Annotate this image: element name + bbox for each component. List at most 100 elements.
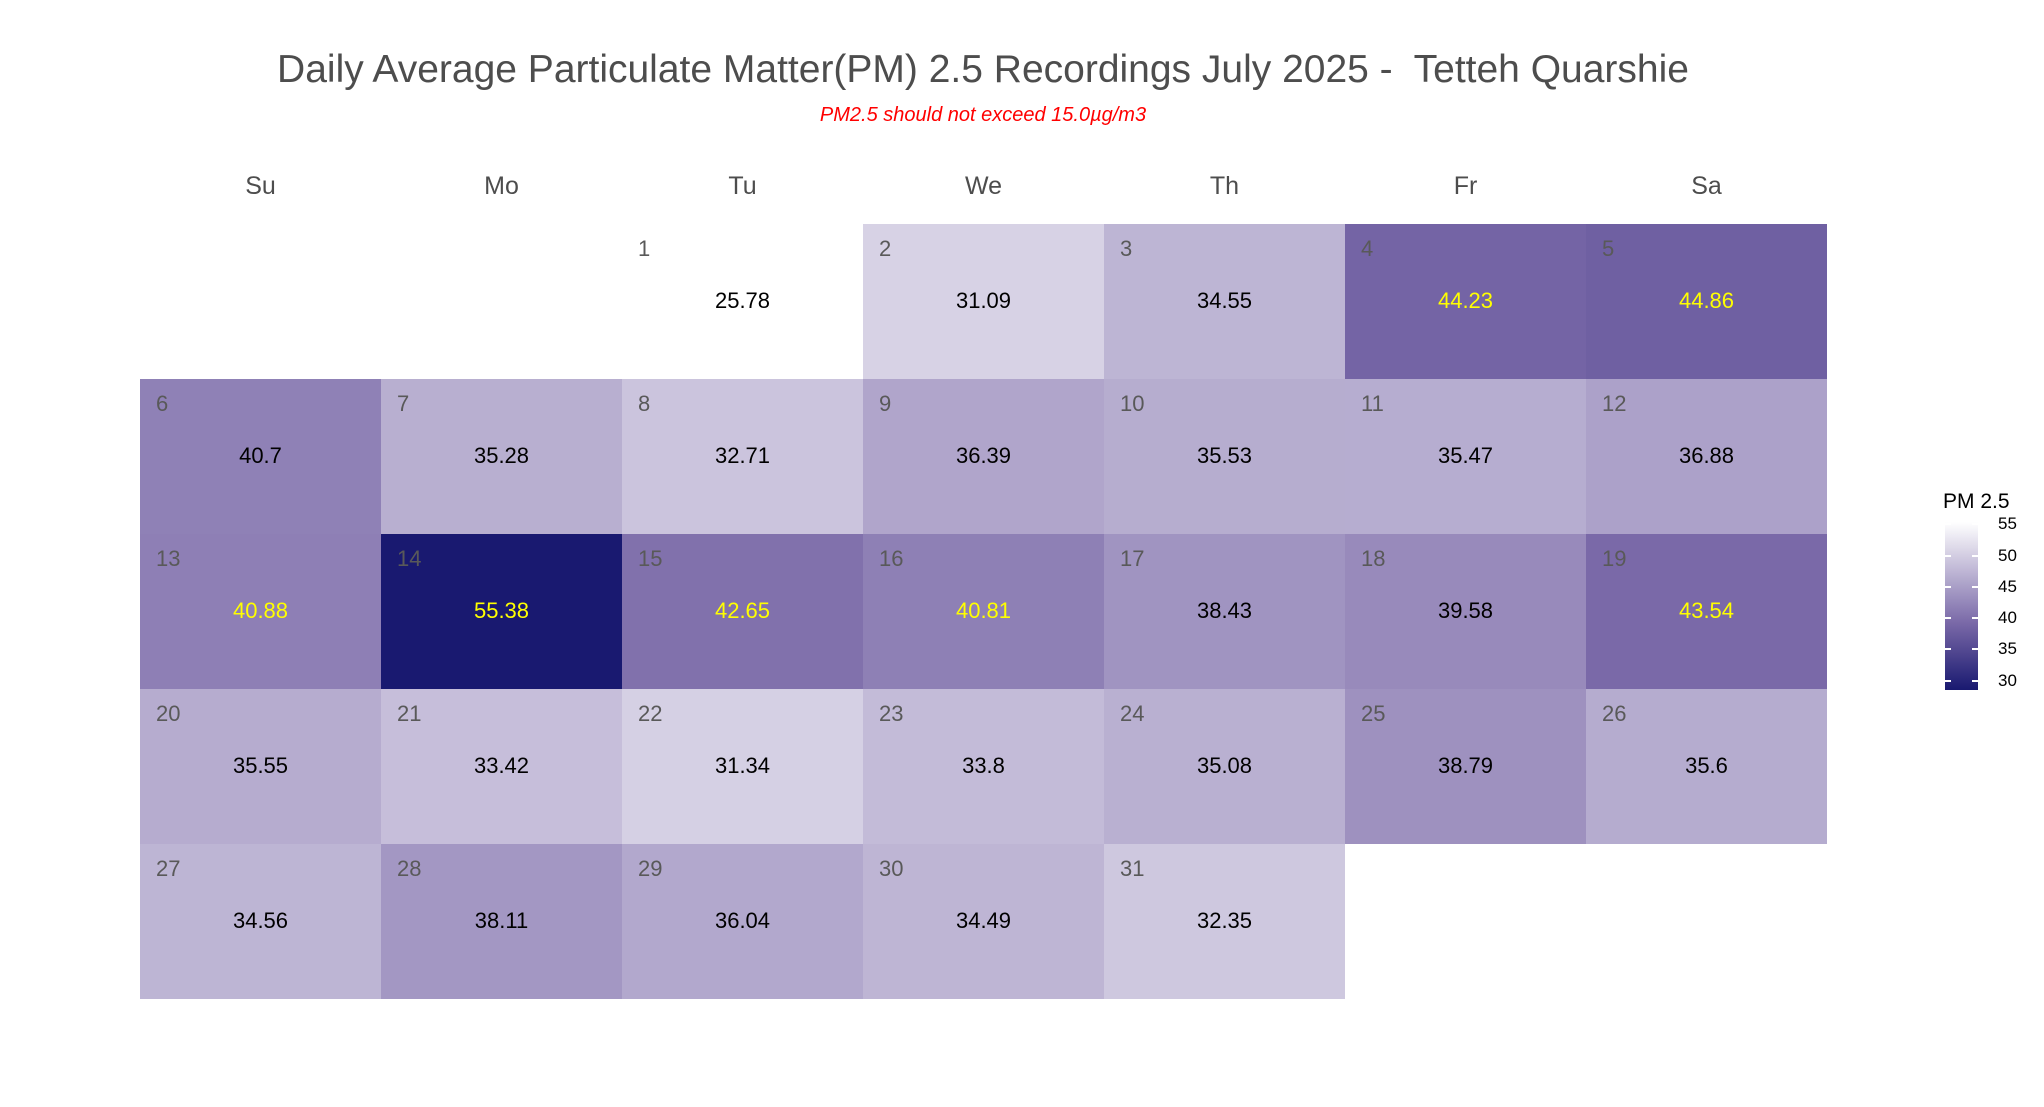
- day-cell: 26 35.6: [1586, 689, 1827, 844]
- day-cell: 16 40.81: [863, 534, 1104, 689]
- day-cell: 17 38.43: [1104, 534, 1345, 689]
- day-number: 2: [879, 236, 892, 261]
- day-cell: 27 34.56: [140, 844, 381, 999]
- day-value: 36.04: [714, 908, 771, 933]
- day-value: 34.49: [955, 908, 1012, 933]
- day-value: 34.56: [232, 908, 289, 933]
- day-value: 40.81: [955, 598, 1012, 623]
- day-number: 13: [156, 546, 181, 571]
- legend-tick-mark: [1945, 523, 1951, 526]
- day-cell: 14 55.38: [381, 534, 622, 689]
- day-number: 17: [1120, 546, 1145, 571]
- day-cell: 10 35.53: [1104, 379, 1345, 534]
- day-cell: 28 38.11: [381, 844, 622, 999]
- day-cell: 25 38.79: [1345, 689, 1586, 844]
- day-cell: 21 33.42: [381, 689, 622, 844]
- day-cell: 2 31.09: [863, 224, 1104, 379]
- legend-title: PM 2.5: [1943, 490, 2010, 513]
- day-value: 44.23: [1437, 288, 1494, 313]
- legend-tick-mark: [1945, 554, 1951, 557]
- day-cell: 1 25.78: [622, 224, 863, 379]
- day-number: 27: [156, 856, 181, 881]
- day-value: 33.42: [473, 753, 530, 778]
- legend-tick-label: 30: [1998, 670, 2017, 690]
- legend-tick-label: 35: [1998, 639, 2017, 659]
- day-cell: 31 32.35: [1104, 844, 1345, 999]
- day-number: 8: [638, 391, 651, 416]
- legend-tick-label: 45: [1998, 576, 2017, 596]
- day-number: 20: [156, 701, 181, 726]
- day-number: 4: [1361, 236, 1374, 261]
- day-number: 23: [879, 701, 904, 726]
- weekday-label: Fr: [1453, 172, 1478, 200]
- day-value: 25.78: [714, 288, 771, 313]
- day-value: 32.71: [714, 443, 771, 468]
- day-number: 19: [1602, 546, 1627, 571]
- day-number: 1: [638, 236, 651, 261]
- day-value: 43.54: [1678, 598, 1735, 623]
- day-number: 9: [879, 391, 892, 416]
- day-number: 30: [879, 856, 904, 881]
- day-number: 11: [1361, 391, 1384, 416]
- legend-tick-mark: [1945, 648, 1951, 651]
- legend-tick-label: 40: [1998, 608, 2017, 628]
- day-cell: 3 34.55: [1104, 224, 1345, 379]
- day-value: 35.55: [232, 753, 289, 778]
- day-cell: 19 43.54: [1586, 534, 1827, 689]
- day-value: 33.8: [962, 753, 1005, 778]
- weekday-label: Mo: [484, 172, 519, 200]
- day-value: 35.47: [1437, 443, 1494, 468]
- day-number: 3: [1120, 236, 1133, 261]
- day-number: 7: [397, 391, 410, 416]
- day-cell: 5 44.86: [1586, 224, 1827, 379]
- day-number: 24: [1120, 701, 1145, 726]
- day-cell: 12 36.88: [1586, 379, 1827, 534]
- day-value: 39.58: [1437, 598, 1494, 623]
- day-value: 36.39: [955, 443, 1012, 468]
- day-number: 15: [638, 546, 663, 571]
- day-cell: 20 35.55: [140, 689, 381, 844]
- day-number: 28: [397, 856, 422, 881]
- day-value: 35.28: [473, 443, 530, 468]
- day-cell: 8 32.71: [622, 379, 863, 534]
- legend-tick-mark: [1972, 523, 1978, 526]
- day-value: 35.08: [1196, 753, 1253, 778]
- legend: PM 2.5 55 50 45 40 35 30: [1943, 490, 2017, 690]
- legend-tick-mark: [1972, 679, 1978, 682]
- day-value: 40.88: [232, 598, 289, 623]
- day-value: 40.7: [239, 443, 282, 468]
- day-value: 32.35: [1196, 908, 1253, 933]
- day-number: 29: [638, 856, 663, 881]
- day-number: 16: [879, 546, 904, 571]
- chart-title: Daily Average Particulate Matter(PM) 2.5…: [277, 48, 1689, 91]
- day-cell: 15 42.65: [622, 534, 863, 689]
- day-cell: 29 36.04: [622, 844, 863, 999]
- day-cell: 18 39.58: [1345, 534, 1586, 689]
- day-value: 31.34: [714, 753, 771, 778]
- legend-tick-mark: [1972, 554, 1978, 557]
- day-number: 21: [397, 701, 422, 726]
- legend-tick-mark: [1972, 585, 1978, 588]
- day-value: 38.43: [1196, 598, 1253, 623]
- weekday-label: Sa: [1691, 172, 1722, 200]
- legend-tick-mark: [1945, 617, 1951, 620]
- day-value: 55.38: [473, 598, 530, 623]
- day-cell: 30 34.49: [863, 844, 1104, 999]
- day-value: 36.88: [1678, 443, 1735, 468]
- legend-tick-mark: [1972, 617, 1978, 620]
- day-value: 42.65: [714, 598, 771, 623]
- day-cell: 24 35.08: [1104, 689, 1345, 844]
- day-value: 35.53: [1196, 443, 1253, 468]
- day-number: 14: [397, 546, 422, 571]
- day-number: 31: [1120, 856, 1145, 881]
- legend-tick-mark: [1972, 648, 1978, 651]
- day-number: 22: [638, 701, 663, 726]
- chart-subtitle: PM2.5 should not exceed 15.0µg/m3: [819, 104, 1147, 126]
- weekday-label: We: [964, 172, 1003, 200]
- day-value: 38.79: [1437, 753, 1494, 778]
- legend-tick-label: 50: [1998, 545, 2017, 565]
- day-cell: 7 35.28: [381, 379, 622, 534]
- day-number: 26: [1602, 701, 1627, 726]
- day-cell: 22 31.34: [622, 689, 863, 844]
- day-value: 31.09: [955, 288, 1012, 313]
